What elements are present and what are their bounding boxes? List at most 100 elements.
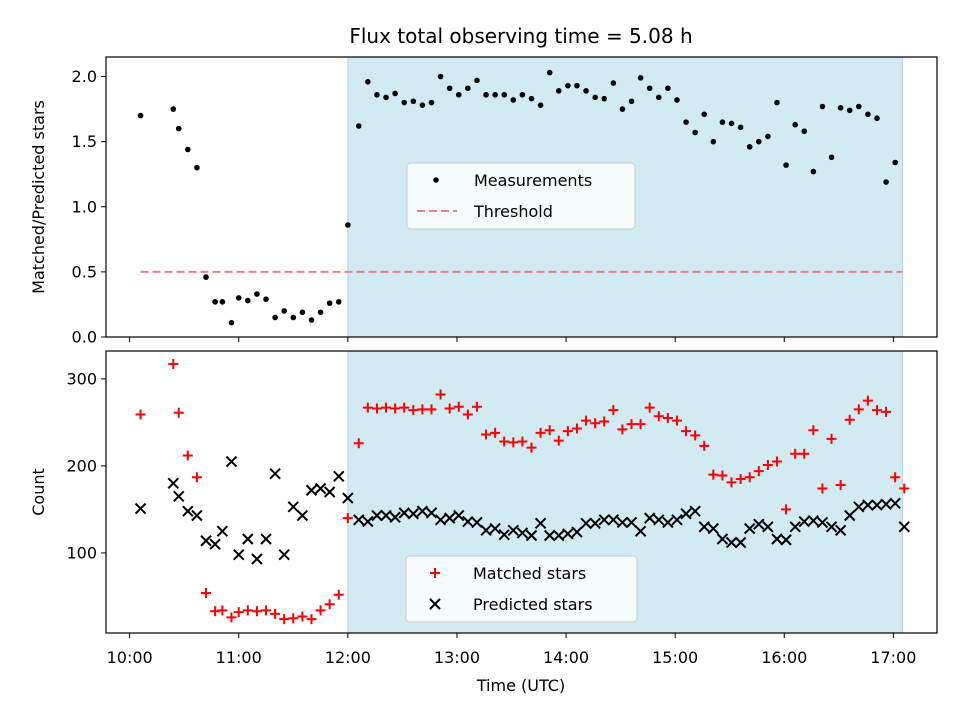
data-point (628, 98, 635, 105)
data-point (317, 309, 324, 316)
data-point (281, 308, 288, 314)
data-point (853, 404, 864, 415)
data-point (889, 497, 901, 510)
y-tick-label: 1.0 (72, 197, 97, 216)
data-point (725, 536, 738, 549)
data-point (444, 403, 455, 414)
data-point (753, 466, 764, 477)
data-point (355, 123, 362, 129)
chart-title: Flux total observing time = 5.08 h (349, 24, 692, 48)
data-point (209, 538, 221, 550)
data-point (783, 162, 789, 168)
data-point (219, 299, 226, 305)
data-point (526, 442, 537, 453)
data-point (306, 614, 317, 625)
y-tick-label: 0.0 (72, 328, 97, 347)
data-point (583, 88, 589, 94)
data-point (671, 415, 682, 426)
data-point (634, 525, 647, 537)
data-point (662, 516, 674, 529)
data-point (185, 146, 191, 153)
data-point (287, 501, 300, 513)
legend-swatch (433, 177, 439, 183)
data-point (692, 129, 698, 136)
data-point (535, 427, 546, 438)
data-point (455, 91, 462, 98)
data-point (553, 529, 565, 542)
data-point (380, 509, 392, 522)
data-point (173, 490, 185, 503)
data-point (175, 125, 182, 132)
data-point (305, 484, 318, 496)
data-point (170, 106, 177, 112)
data-point (462, 409, 473, 420)
data-point (480, 524, 492, 537)
data-point (844, 509, 856, 522)
data-point (743, 522, 756, 535)
data-point (474, 77, 480, 84)
data-point (342, 513, 353, 524)
data-point (681, 426, 692, 437)
legend-label: Matched stars (473, 564, 586, 583)
data-point (883, 179, 889, 185)
legend-label: Measurements (474, 171, 592, 190)
data-point (892, 159, 898, 166)
data-point (762, 460, 773, 471)
data-point (362, 402, 373, 413)
legend-swatch (430, 568, 440, 578)
legend: Measurements Threshold (406, 162, 636, 230)
data-point (898, 521, 910, 533)
data-point (871, 405, 882, 416)
data-point (272, 314, 278, 321)
data-point (581, 415, 592, 426)
data-point (417, 404, 428, 415)
data-point (233, 607, 244, 618)
data-point (410, 98, 417, 105)
legend-label: Threshold (473, 202, 553, 221)
data-point (701, 111, 708, 118)
data-point (825, 521, 838, 533)
data-point (653, 514, 665, 526)
data-point (890, 472, 901, 483)
data-point (135, 409, 146, 420)
data-point (683, 119, 689, 125)
data-point (390, 403, 401, 414)
data-point (251, 553, 263, 565)
data-point (871, 499, 883, 511)
data-point (726, 477, 737, 488)
data-point (191, 509, 203, 522)
data-point (407, 508, 420, 520)
data-point (269, 468, 281, 480)
data-point (443, 512, 456, 524)
data-point (134, 502, 147, 515)
data-point (308, 317, 315, 323)
data-point (335, 299, 342, 305)
data-point (744, 472, 755, 483)
data-point (762, 521, 774, 533)
data-point (481, 429, 492, 440)
data-point (537, 102, 544, 108)
data-point (510, 97, 517, 103)
data-point (528, 95, 535, 102)
data-point (398, 507, 410, 519)
x-axis-label: Time (UTC) (476, 676, 565, 695)
data-point (635, 419, 646, 430)
data-point (671, 514, 683, 526)
data-point (245, 297, 251, 304)
data-point (619, 106, 626, 112)
data-point (644, 402, 655, 413)
legend-box (405, 555, 638, 623)
data-point (571, 423, 582, 434)
data-point (816, 516, 829, 529)
y-tick-label: 2.0 (72, 67, 97, 86)
x-tick-label: 13:00 (434, 648, 480, 667)
data-point (453, 401, 464, 412)
data-point (517, 436, 528, 447)
data-point (435, 389, 446, 400)
y-axis-label: Matched/Predicted stars (29, 100, 48, 294)
data-point (489, 522, 501, 535)
data-point (235, 295, 242, 301)
data-point (719, 119, 726, 125)
data-point (589, 517, 601, 530)
data-point (471, 516, 483, 529)
